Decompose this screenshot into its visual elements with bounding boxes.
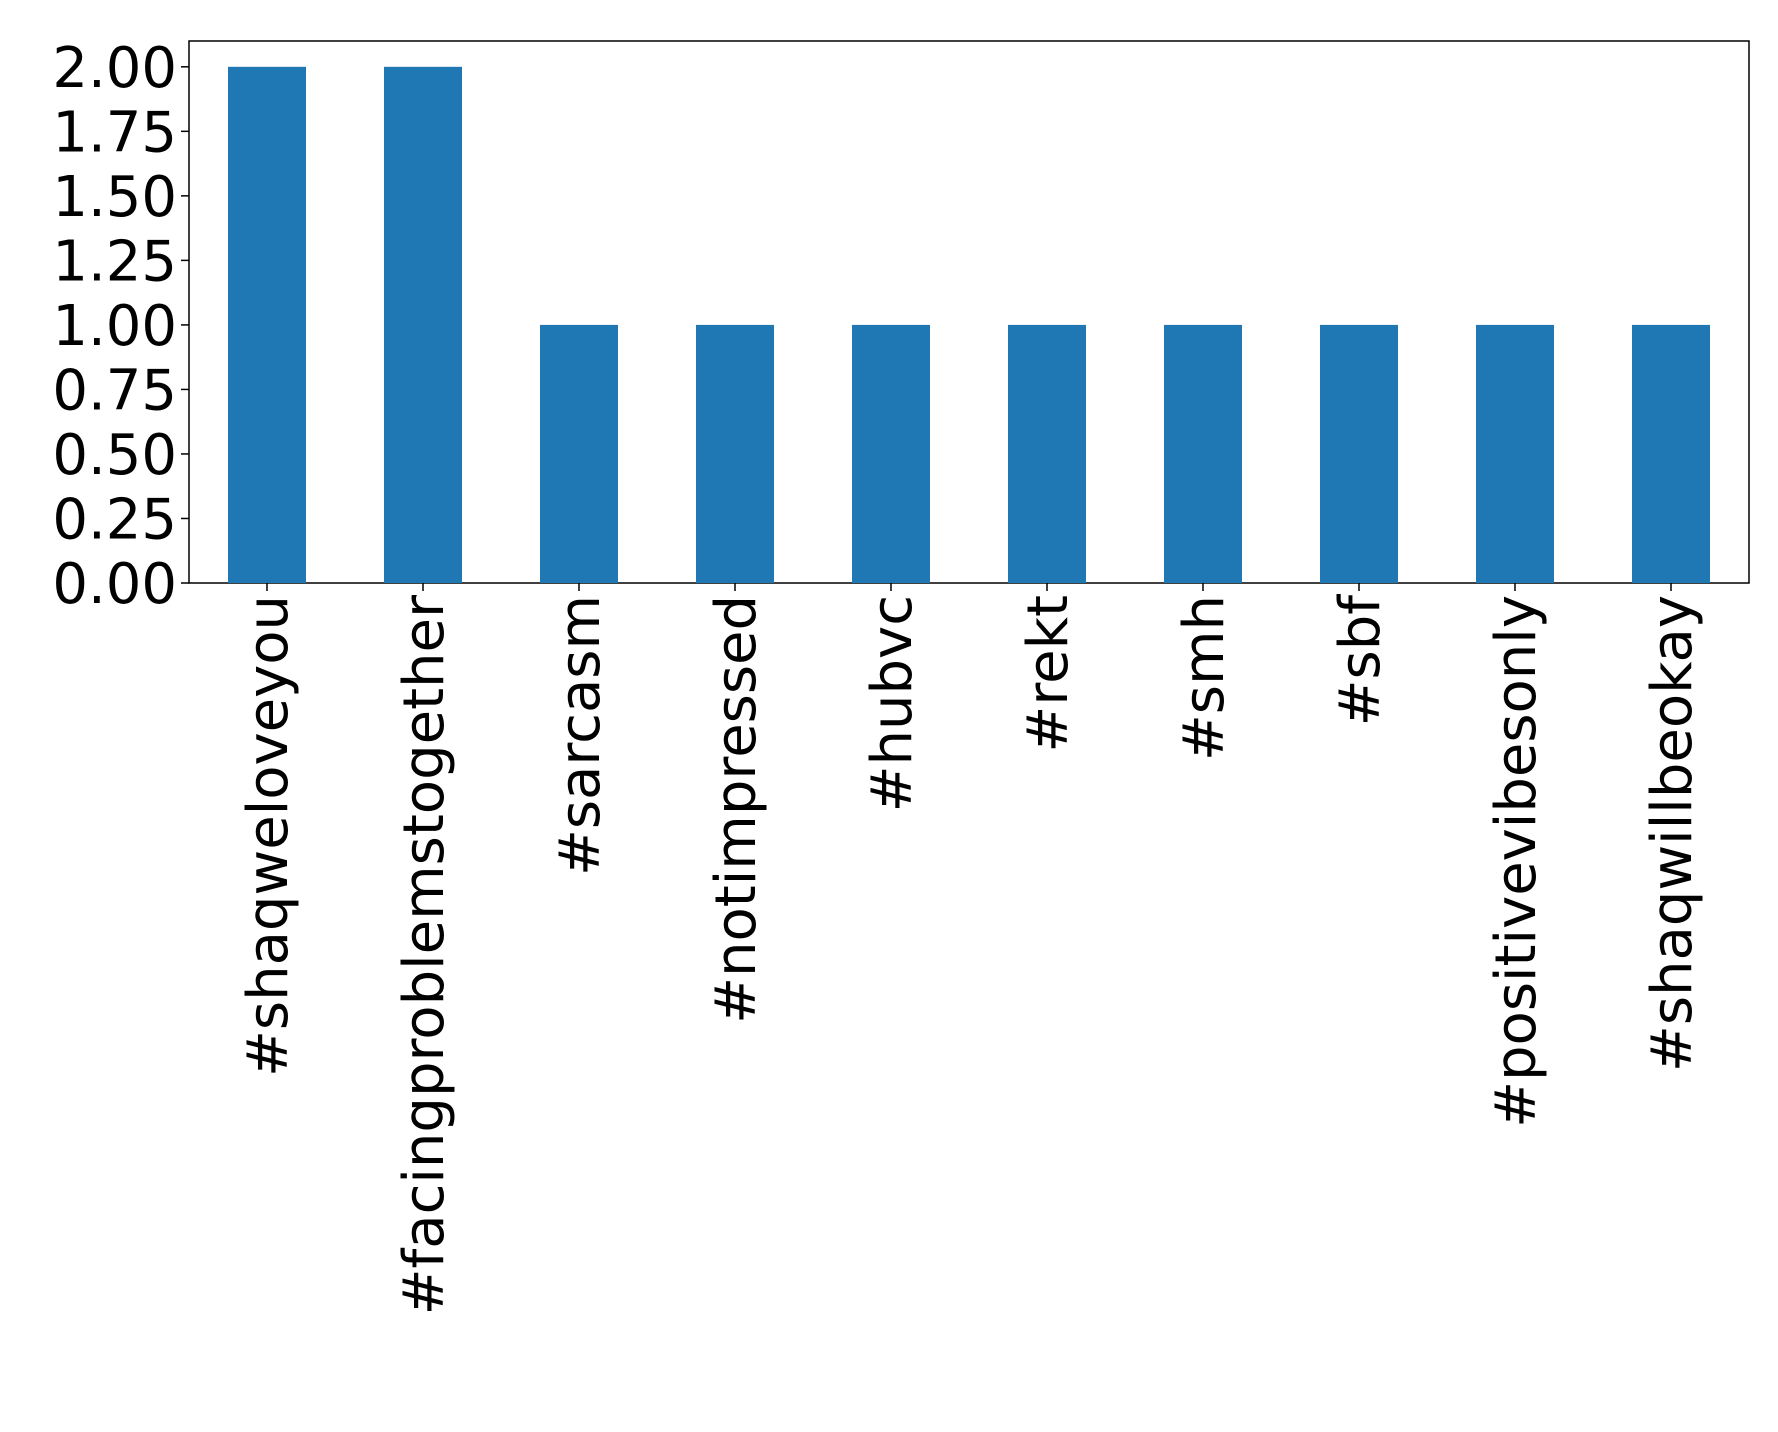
bar bbox=[540, 324, 618, 583]
x-tick-label: #sarcasm bbox=[548, 595, 613, 876]
y-tick-label: 0.50 bbox=[52, 423, 177, 488]
x-tick-label: #hubvc bbox=[860, 595, 925, 812]
y-tick-label: 0.00 bbox=[52, 552, 177, 617]
y-tick-label: 2.00 bbox=[52, 36, 177, 101]
x-tick-label: #sbf bbox=[1328, 594, 1393, 727]
y-tick-label: 0.75 bbox=[52, 358, 177, 423]
bar bbox=[1632, 324, 1710, 583]
bar bbox=[696, 324, 774, 583]
bar bbox=[1476, 324, 1554, 583]
x-tick-label: #positivevibesonly bbox=[1484, 595, 1549, 1128]
bar bbox=[1320, 324, 1398, 583]
y-tick-label: 1.50 bbox=[52, 165, 177, 230]
x-tick-label: #notimpressed bbox=[704, 595, 769, 1024]
y-tick-label: 1.25 bbox=[52, 229, 177, 294]
y-tick-label: 1.75 bbox=[52, 100, 177, 165]
x-tick-label: #rekt bbox=[1016, 595, 1081, 753]
bar bbox=[384, 66, 462, 584]
bar bbox=[228, 66, 306, 584]
bar bbox=[1164, 324, 1242, 583]
bar bbox=[1008, 324, 1086, 583]
bar bbox=[852, 324, 930, 583]
plot-frame bbox=[188, 40, 1750, 584]
y-tick-label: 0.25 bbox=[52, 487, 177, 552]
x-tick-label: #shaqweloveyou bbox=[236, 595, 301, 1077]
x-tick-label: #smh bbox=[1172, 595, 1237, 761]
x-tick-label: #shaqwillbeokay bbox=[1640, 595, 1705, 1072]
y-tick-label: 1.00 bbox=[52, 294, 177, 359]
x-tick-label: #facingproblemstogether bbox=[392, 594, 457, 1315]
